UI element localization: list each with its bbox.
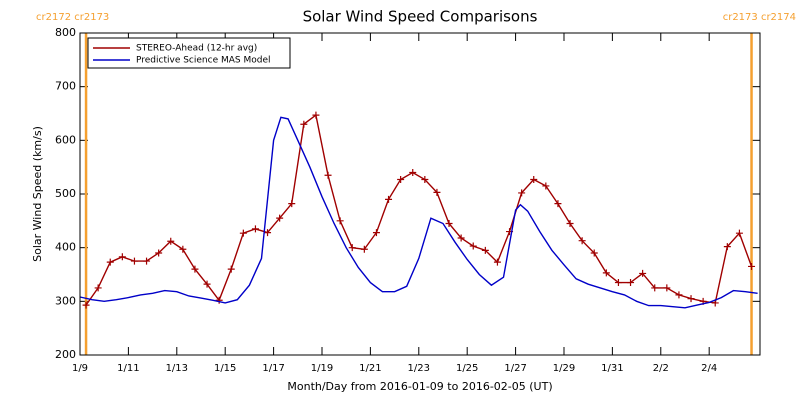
data-point [566,220,574,228]
data-point [82,301,90,309]
data-point [348,244,356,252]
data-point [360,245,368,253]
carrington-label: cr2172 cr2173 [36,12,109,23]
data-point [675,291,683,299]
data-point [215,296,223,304]
data-point [300,120,308,128]
data-point [481,246,489,254]
carrington-label: cr2173 cr2174 [723,12,796,23]
y-tick-label: 300 [55,294,76,307]
plot-frame [79,32,761,356]
data-point [276,214,284,222]
data-point [106,258,114,266]
x-tick-label: 2/2 [653,363,669,374]
data-point [651,284,659,292]
y-axis-label: Solar Wind Speed (km/s) [31,126,44,262]
data-point [433,188,441,196]
data-point [445,220,453,228]
x-tick-label: 1/11 [117,363,139,374]
y-tick-label: 400 [55,241,76,254]
x-tick-label: 1/29 [553,363,575,374]
data-point [264,229,272,237]
data-point [155,249,163,257]
x-tick-label: 2/4 [701,363,717,374]
data-point [687,295,695,303]
data-point [614,279,622,287]
data-point [118,253,126,261]
data-point [409,169,417,177]
data-point [94,284,102,292]
x-tick-label: 1/19 [311,363,333,374]
x-tick-label: 1/27 [504,363,526,374]
data-point [167,237,175,245]
data-point [385,195,393,203]
data-point [421,176,429,184]
data-point [227,265,235,273]
data-point [143,257,151,265]
x-axis-label: Month/Day from 2016-01-09 to 2016-02-05 … [287,380,552,393]
data-point [735,229,743,237]
series-line [79,116,758,309]
x-tick-label: 1/21 [359,363,381,374]
y-tick-label: 600 [55,133,76,146]
x-tick-label: 1/15 [214,363,236,374]
data-point [203,280,211,288]
data-point [130,257,138,265]
data-point [530,176,538,184]
y-tick-label: 200 [55,348,76,361]
data-point [663,284,671,292]
data-point [251,225,259,233]
x-tick-label: 1/23 [408,363,430,374]
data-point [336,217,344,225]
y-tick-label: 500 [55,187,76,200]
y-tick-label: 800 [55,26,76,39]
data-point [324,171,332,179]
legend-label: Predictive Science MAS Model [136,56,271,66]
data-point [554,200,562,208]
legend-box [87,37,291,69]
data-point [288,200,296,208]
data-point [602,269,610,277]
data-point [590,249,598,257]
data-point [372,229,380,237]
data-point [627,279,635,287]
data-point [723,243,731,251]
data-point [397,176,405,184]
data-point [578,237,586,245]
x-tick-label: 1/25 [456,363,478,374]
data-point [542,182,550,190]
data-point [493,258,501,266]
data-point [191,265,199,273]
data-point [239,229,247,237]
x-tick-label: 1/17 [262,363,284,374]
x-tick-label: 1/13 [166,363,188,374]
series-line [85,113,753,306]
x-tick-label: 1/9 [72,363,88,374]
legend-label: STEREO-Ahead (12-hr avg) [136,44,257,54]
data-point [639,269,647,277]
data-point [457,234,465,242]
data-point [518,189,526,197]
data-point [312,111,320,119]
y-tick-label: 700 [55,80,76,93]
chart-title: Solar Wind Speed Comparisons [303,8,538,26]
data-point [748,262,756,270]
x-tick-label: 1/31 [601,363,623,374]
data-point [179,245,187,253]
data-point [469,242,477,250]
